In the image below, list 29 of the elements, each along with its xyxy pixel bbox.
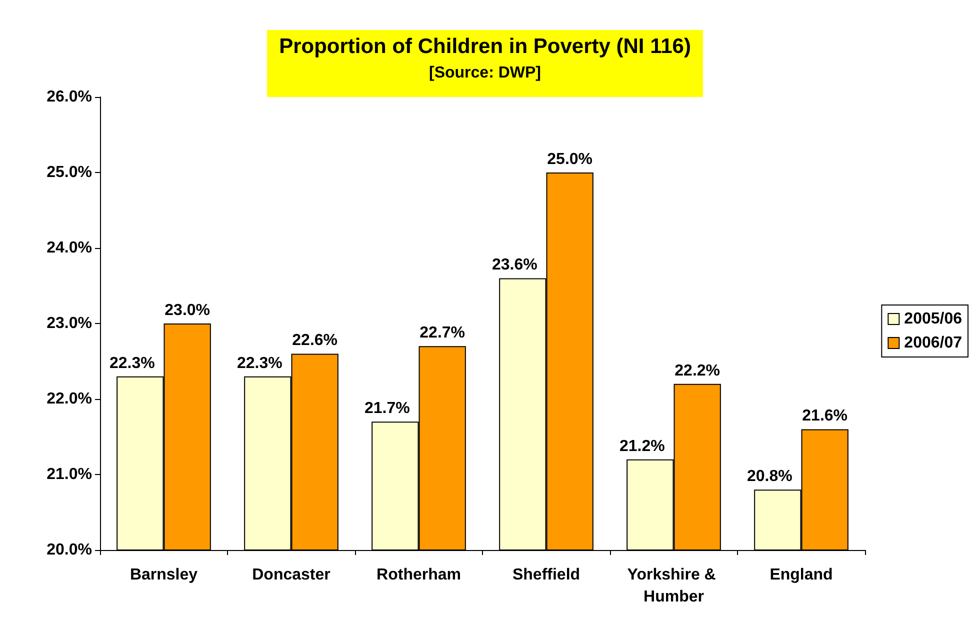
y-tick-label: 23.0%: [46, 315, 92, 332]
x-tick-label: Rotherham: [376, 566, 461, 584]
data-label: 21.6%: [802, 408, 848, 425]
legend-label: 2005/06: [904, 310, 962, 328]
legend-label: 2006/07: [904, 334, 962, 352]
data-label: 22.7%: [420, 324, 466, 342]
x-tick-label: Barnsley: [130, 566, 198, 584]
y-tick-label: 24.0%: [46, 240, 92, 256]
chart-subtitle: [Source: DWP]: [429, 64, 541, 82]
data-label: 23.0%: [164, 302, 210, 319]
data-label: 23.6%: [492, 256, 538, 274]
y-tick-label: 22.0%: [46, 390, 92, 408]
x-tick-label: Yorkshire & Humber: [627, 566, 720, 606]
data-label: 25.0%: [547, 151, 593, 168]
x-tick-label: England: [770, 566, 833, 584]
data-label: 22.2%: [674, 362, 720, 380]
chart-title: Proportion of Children in Poverty (NI 116): [279, 35, 691, 58]
data-label: 22.3%: [109, 354, 155, 372]
data-label: 22.3%: [236, 354, 282, 372]
y-tick-label: 26.0%: [46, 88, 92, 106]
y-tick-label: 25.0%: [46, 164, 92, 181]
data-label: 21.2%: [619, 438, 665, 455]
y-tick-label: 21.0%: [46, 466, 92, 483]
y-tick-label: 20.0%: [46, 542, 92, 558]
data-label: 20.8%: [746, 468, 792, 486]
x-tick-label: Doncaster: [252, 566, 330, 584]
data-label: 21.7%: [364, 400, 410, 418]
data-label: 22.6%: [292, 332, 338, 350]
x-tick-label: Sheffield: [512, 566, 580, 584]
